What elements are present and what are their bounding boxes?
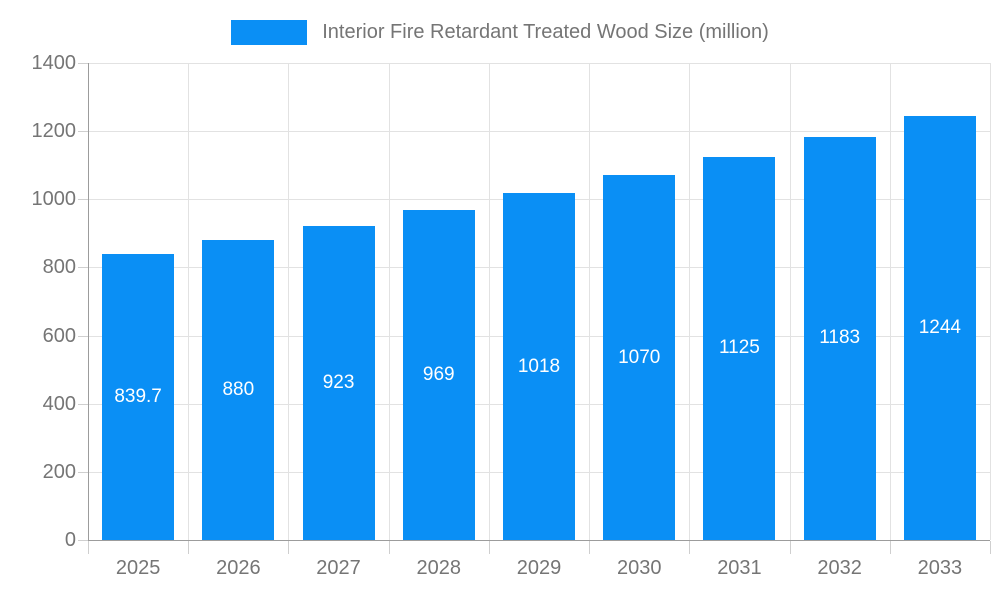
y-axis-label: 600 xyxy=(42,324,76,347)
x-axis-tick xyxy=(889,541,891,554)
grid-line-vertical xyxy=(789,63,791,540)
x-axis-label: 2026 xyxy=(216,557,261,579)
x-axis-label: 2027 xyxy=(316,557,361,579)
x-axis-label: 2029 xyxy=(516,557,562,579)
x-axis-tick xyxy=(990,541,991,554)
legend-label: Interior Fire Retardant Treated Wood Siz… xyxy=(322,21,769,43)
y-axis-label: 0 xyxy=(64,529,76,551)
x-axis-tick xyxy=(689,541,691,554)
x-axis-tick xyxy=(388,541,390,554)
bar: 1183 xyxy=(803,136,876,540)
x-axis-tick xyxy=(188,541,190,554)
x-axis-line xyxy=(78,540,990,541)
bar-value-label: 1070 xyxy=(618,346,661,368)
x-axis-label: 2025 xyxy=(115,557,161,579)
bar: 839.7 xyxy=(102,253,175,540)
y-axis-tick xyxy=(78,335,88,337)
x-axis-label: 2032 xyxy=(817,557,862,579)
x-axis-tick xyxy=(589,541,591,554)
grid-line-vertical xyxy=(689,63,691,540)
grid-line-vertical xyxy=(388,63,390,540)
legend-swatch xyxy=(231,20,308,45)
x-axis-label: 2031 xyxy=(717,557,762,579)
y-axis-tick xyxy=(78,131,88,133)
plot-area: 839.7 880 923 969 1018 1070 1125 1183 1244 xyxy=(88,63,990,540)
y-axis-tick xyxy=(78,199,88,201)
grid-line-horizontal xyxy=(88,131,990,133)
bar-value-label: 1125 xyxy=(719,337,760,359)
bar: 1125 xyxy=(703,156,776,540)
y-axis-tick xyxy=(78,471,88,473)
y-axis-tick xyxy=(78,403,88,405)
y-axis-label: 400 xyxy=(42,392,76,415)
bar-value-label: 1018 xyxy=(517,355,561,377)
bar-value-label: 1244 xyxy=(918,317,962,339)
y-axis-line xyxy=(88,63,89,540)
bar-value-label: 923 xyxy=(322,371,355,393)
x-axis-label: 2030 xyxy=(616,557,662,579)
bar-value-label: 1183 xyxy=(819,327,861,349)
y-axis-label: 800 xyxy=(42,256,76,279)
bar: 1070 xyxy=(603,175,676,540)
grid-line-vertical xyxy=(288,63,290,540)
bar: 1244 xyxy=(903,116,976,540)
bar-value-label: 839.7 xyxy=(114,385,162,407)
y-axis-label: 1200 xyxy=(31,120,77,143)
y-axis-tick xyxy=(78,267,88,269)
bar: 880 xyxy=(202,240,275,540)
x-axis-tick xyxy=(88,541,89,554)
bar: 1018 xyxy=(503,193,575,540)
bar-value-label: 880 xyxy=(222,379,255,401)
y-axis-tick xyxy=(78,63,88,64)
x-axis-label: 2033 xyxy=(917,557,963,579)
x-axis-label: 2028 xyxy=(416,557,462,579)
y-axis-tick xyxy=(78,540,88,541)
y-axis-label: 200 xyxy=(42,460,76,483)
y-axis-label: 1000 xyxy=(31,188,77,211)
y-axis-label: 1400 xyxy=(31,52,77,74)
x-axis-tick xyxy=(789,541,791,554)
x-axis-tick xyxy=(288,541,290,554)
x-axis-tick xyxy=(488,541,490,554)
bar: 969 xyxy=(402,209,475,540)
grid-line-vertical xyxy=(889,63,891,540)
bar-value-label: 969 xyxy=(422,363,455,385)
grid-line-vertical xyxy=(188,63,190,540)
grid-line-vertical xyxy=(589,63,591,540)
grid-line-horizontal xyxy=(88,63,990,64)
grid-line-vertical xyxy=(488,63,490,540)
bar: 923 xyxy=(302,225,375,540)
legend[interactable]: Interior Fire Retardant Treated Wood Siz… xyxy=(0,20,1000,45)
grid-line-vertical xyxy=(990,63,991,540)
